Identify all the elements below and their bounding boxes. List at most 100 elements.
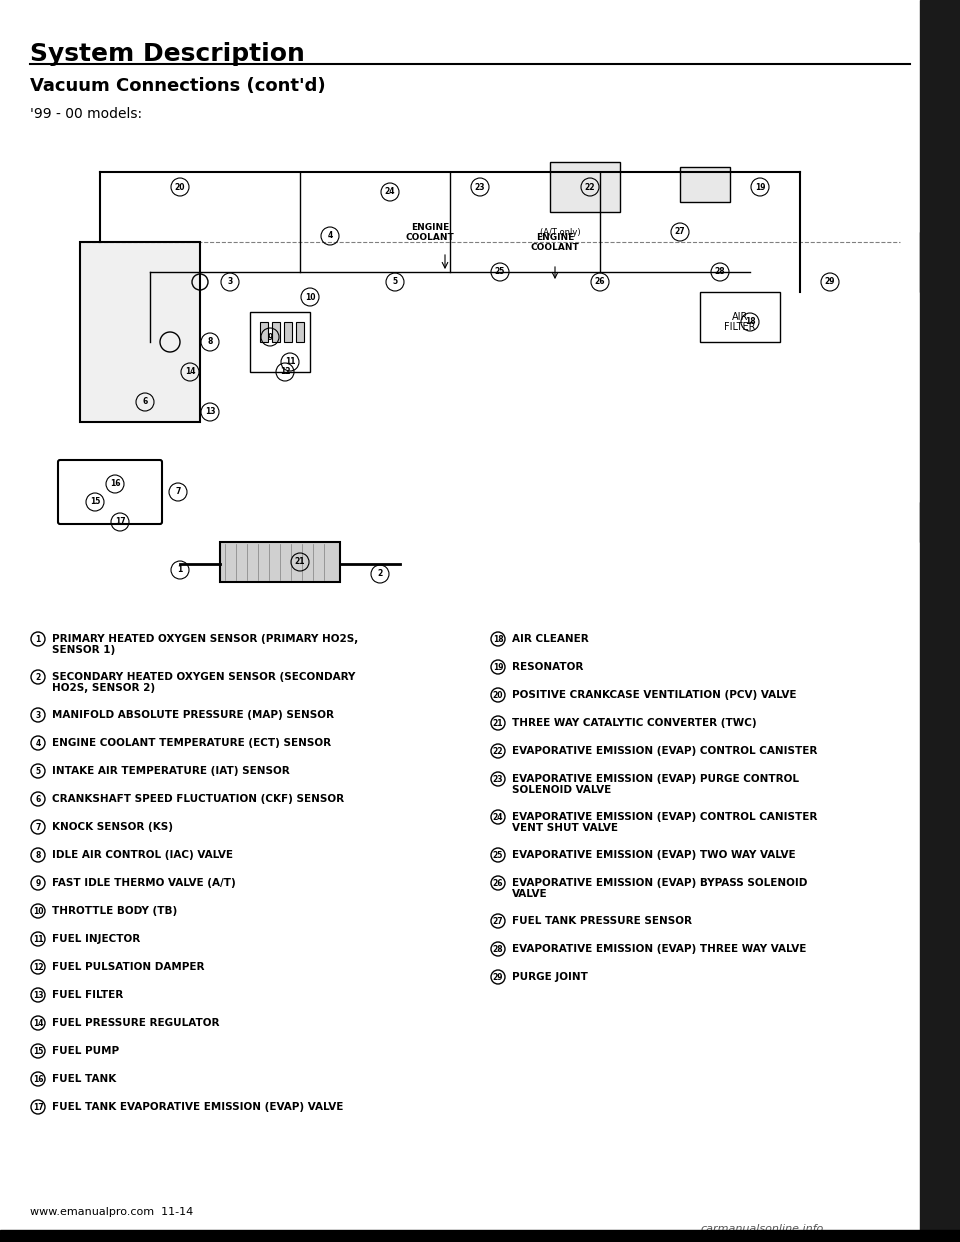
Text: PURGE JOINT: PURGE JOINT: [512, 972, 588, 982]
Text: 29: 29: [492, 972, 503, 981]
Bar: [550, 161, 620, 212]
Text: 28: 28: [492, 944, 503, 954]
Bar: [920, 0, 960, 1242]
Text: 18: 18: [745, 318, 756, 327]
Text: KNOCK SENSOR (KS): KNOCK SENSOR (KS): [52, 822, 173, 832]
Text: FAST IDLE THERMO VALVE (A/T): FAST IDLE THERMO VALVE (A/T): [52, 878, 236, 888]
Text: 23: 23: [492, 775, 503, 784]
Bar: [0, 1230, 960, 1242]
Text: FUEL TANK PRESSURE SENSOR: FUEL TANK PRESSURE SENSOR: [512, 917, 692, 927]
Text: FUEL TANK: FUEL TANK: [52, 1074, 116, 1084]
Bar: [260, 322, 268, 342]
Text: 10: 10: [304, 293, 315, 302]
Bar: [296, 322, 304, 342]
Text: 19: 19: [755, 183, 765, 191]
Text: IDLE AIR CONTROL (IAC) VALVE: IDLE AIR CONTROL (IAC) VALVE: [52, 850, 233, 859]
Text: 3: 3: [36, 710, 40, 719]
Text: 1: 1: [178, 565, 182, 575]
Text: 25: 25: [492, 851, 503, 859]
Bar: [680, 166, 730, 202]
Text: ENGINE
COOLANT: ENGINE COOLANT: [406, 222, 454, 242]
Text: 19: 19: [492, 662, 503, 672]
Bar: [284, 322, 292, 342]
Bar: [700, 292, 780, 342]
Text: 28: 28: [714, 267, 726, 277]
Text: 18: 18: [492, 635, 503, 643]
Text: 9: 9: [36, 878, 40, 888]
Text: 16: 16: [33, 1074, 43, 1083]
Text: 22: 22: [585, 183, 595, 191]
Text: SECONDARY HEATED OXYGEN SENSOR (SECONDARY: SECONDARY HEATED OXYGEN SENSOR (SECONDAR…: [52, 672, 355, 682]
Text: 29: 29: [825, 277, 835, 287]
Bar: [220, 542, 340, 582]
Text: SOLENOID VALVE: SOLENOID VALVE: [512, 785, 612, 795]
Text: System Description: System Description: [30, 42, 305, 66]
Text: RESONATOR: RESONATOR: [512, 662, 584, 672]
Text: EVAPORATIVE EMISSION (EVAP) BYPASS SOLENOID: EVAPORATIVE EMISSION (EVAP) BYPASS SOLEN…: [512, 878, 807, 888]
Text: 4: 4: [36, 739, 40, 748]
Text: 22: 22: [492, 746, 503, 755]
Text: 6: 6: [142, 397, 148, 406]
Text: INTAKE AIR TEMPERATURE (IAT) SENSOR: INTAKE AIR TEMPERATURE (IAT) SENSOR: [52, 766, 290, 776]
Text: '99 - 00 models:: '99 - 00 models:: [30, 107, 142, 120]
Text: 8: 8: [207, 338, 213, 347]
Text: 13: 13: [33, 991, 43, 1000]
Text: FUEL TANK EVAPORATIVE EMISSION (EVAP) VALVE: FUEL TANK EVAPORATIVE EMISSION (EVAP) VA…: [52, 1102, 344, 1112]
Text: FUEL PUMP: FUEL PUMP: [52, 1046, 119, 1056]
Text: 26: 26: [492, 878, 503, 888]
Text: 4: 4: [327, 231, 332, 241]
Bar: [920, 232, 960, 292]
Text: 3: 3: [228, 277, 232, 287]
Text: EVAPORATIVE EMISSION (EVAP) THREE WAY VALVE: EVAPORATIVE EMISSION (EVAP) THREE WAY VA…: [512, 944, 806, 954]
Text: FUEL FILTER: FUEL FILTER: [52, 990, 123, 1000]
Text: 10: 10: [33, 907, 43, 915]
Text: 14: 14: [184, 368, 195, 376]
Text: 17: 17: [33, 1103, 43, 1112]
Bar: [920, 502, 960, 542]
Text: 2: 2: [36, 672, 40, 682]
Text: 21: 21: [295, 558, 305, 566]
Text: 2: 2: [377, 570, 383, 579]
Text: carmanualsonline.info: carmanualsonline.info: [700, 1225, 824, 1235]
Text: 27: 27: [675, 227, 685, 236]
Text: EVAPORATIVE EMISSION (EVAP) PURGE CONTROL: EVAPORATIVE EMISSION (EVAP) PURGE CONTRO…: [512, 774, 799, 784]
Text: FILTER: FILTER: [724, 322, 756, 332]
Text: 12: 12: [33, 963, 43, 971]
Text: 12: 12: [279, 368, 290, 376]
Text: 26: 26: [595, 277, 605, 287]
Text: 9: 9: [268, 333, 273, 342]
Text: 5: 5: [36, 766, 40, 775]
FancyBboxPatch shape: [58, 460, 162, 524]
Text: 11: 11: [33, 934, 43, 944]
Text: 24: 24: [385, 188, 396, 196]
Text: 16: 16: [109, 479, 120, 488]
Text: THROTTLE BODY (TB): THROTTLE BODY (TB): [52, 905, 178, 917]
Text: 7: 7: [176, 488, 180, 497]
Text: AIR: AIR: [732, 312, 748, 322]
Text: VALVE: VALVE: [512, 889, 547, 899]
Text: THREE WAY CATALYTIC CONVERTER (TWC): THREE WAY CATALYTIC CONVERTER (TWC): [512, 718, 756, 728]
Text: 24: 24: [492, 812, 503, 821]
Text: 6: 6: [36, 795, 40, 804]
Bar: [80, 242, 200, 422]
Text: EVAPORATIVE EMISSION (EVAP) TWO WAY VALVE: EVAPORATIVE EMISSION (EVAP) TWO WAY VALV…: [512, 850, 796, 859]
Text: 13: 13: [204, 407, 215, 416]
Text: 5: 5: [393, 277, 397, 287]
Bar: [30, 132, 900, 612]
Text: POSITIVE CRANKCASE VENTILATION (PCV) VALVE: POSITIVE CRANKCASE VENTILATION (PCV) VAL…: [512, 691, 797, 700]
Text: 11: 11: [285, 358, 296, 366]
Text: PRIMARY HEATED OXYGEN SENSOR (PRIMARY HO2S,: PRIMARY HEATED OXYGEN SENSOR (PRIMARY HO…: [52, 633, 358, 645]
Text: EVAPORATIVE EMISSION (EVAP) CONTROL CANISTER: EVAPORATIVE EMISSION (EVAP) CONTROL CANI…: [512, 746, 817, 756]
Text: VENT SHUT VALVE: VENT SHUT VALVE: [512, 823, 618, 833]
Text: FUEL PULSATION DAMPER: FUEL PULSATION DAMPER: [52, 963, 204, 972]
Text: 8: 8: [36, 851, 40, 859]
Bar: [272, 322, 280, 342]
Text: 20: 20: [175, 183, 185, 191]
Text: MANIFOLD ABSOLUTE PRESSURE (MAP) SENSOR: MANIFOLD ABSOLUTE PRESSURE (MAP) SENSOR: [52, 710, 334, 720]
Text: ENGINE COOLANT TEMPERATURE (ECT) SENSOR: ENGINE COOLANT TEMPERATURE (ECT) SENSOR: [52, 738, 331, 748]
Text: (A/T only): (A/T only): [540, 229, 580, 237]
Text: 15: 15: [33, 1047, 43, 1056]
Text: www.emanualpro.com  11-14: www.emanualpro.com 11-14: [30, 1207, 193, 1217]
Text: 20: 20: [492, 691, 503, 699]
Text: 23: 23: [475, 183, 485, 191]
